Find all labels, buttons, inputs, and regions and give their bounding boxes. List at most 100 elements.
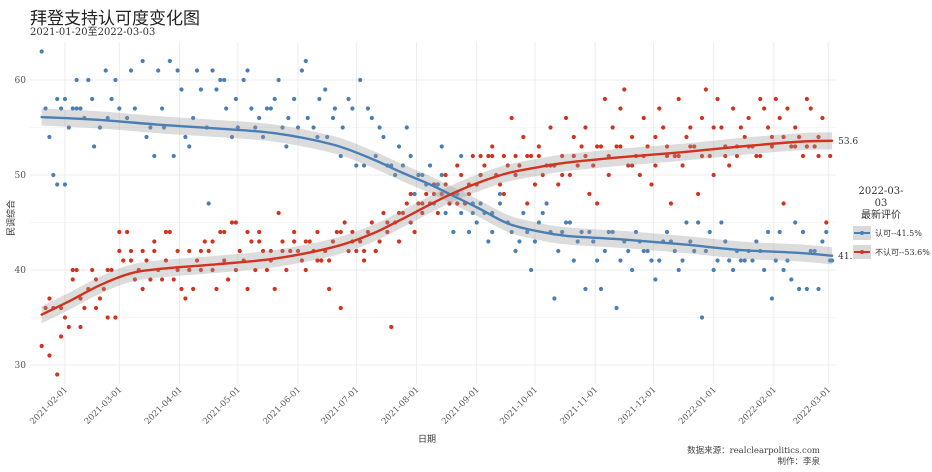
disapprove-point (284, 267, 289, 273)
approve-point (606, 229, 611, 235)
disapprove-point (459, 172, 464, 178)
disapprove-point (361, 248, 367, 254)
disapprove-point (509, 115, 514, 121)
disapprove-point (105, 267, 110, 273)
disapprove-point (117, 248, 122, 254)
approve-point (486, 239, 491, 244)
approve-point (206, 201, 211, 206)
approve-point (74, 77, 79, 83)
disapprove-point (610, 125, 615, 130)
disapprove-point (626, 163, 631, 168)
approve-point (645, 248, 650, 254)
approve-point (235, 125, 240, 130)
approve-point (544, 201, 549, 206)
disapprove-point (548, 125, 553, 130)
x-tick-label: 2021-03-01 (83, 385, 125, 427)
disapprove-point (637, 172, 642, 178)
approve-point (765, 229, 771, 235)
disapprove-point (233, 267, 238, 273)
disapprove-point (715, 96, 720, 102)
disapprove-point (595, 201, 600, 206)
approve-point (284, 144, 289, 149)
grid-lines (30, 42, 836, 384)
disapprove-point (369, 220, 374, 225)
approve-point (276, 77, 281, 83)
disapprove-point (117, 229, 122, 235)
approve-point (338, 153, 343, 159)
approve-point (575, 239, 580, 244)
x-tick-label: 2021-11-01 (559, 385, 601, 427)
disapprove-point (326, 286, 332, 292)
approve-point (459, 153, 464, 159)
approve-point (703, 248, 708, 254)
disapprove-point (82, 305, 87, 311)
disapprove-point (404, 201, 409, 206)
legend-title-text: 最新评价 (861, 210, 901, 221)
approve-point (140, 58, 145, 64)
disapprove-point (501, 191, 506, 197)
approve-point (653, 277, 658, 282)
disapprove-point (470, 153, 475, 159)
approve-point (633, 229, 639, 235)
approve-point (727, 258, 732, 263)
chart-title: 拜登支持认可度变化图 (30, 9, 200, 29)
legend-item-disapprove: 不认可--53.6% (853, 244, 930, 260)
disapprove-point (598, 144, 604, 149)
disapprove-point (385, 220, 390, 225)
disapprove-point (688, 125, 693, 130)
disapprove-point (93, 305, 99, 311)
disapprove-point (517, 163, 522, 168)
disapprove-point (583, 153, 588, 159)
disapprove-point (482, 163, 487, 168)
approve-point (295, 125, 301, 130)
x-tick-label: 2021-12-01 (617, 385, 659, 427)
approve-point (796, 286, 802, 292)
approve-point (509, 229, 514, 235)
approve-point (680, 258, 685, 263)
disapprove-point (39, 343, 44, 349)
source-credit: 数据来源：realclearpolitics.com 制作：李泉 (687, 446, 820, 468)
disapprove-point (478, 172, 483, 178)
legend: 2022-03-03 最新评价 认可--41.5% 不认可--53.6% (853, 186, 930, 260)
disapprove-point (583, 125, 588, 130)
approve-point (198, 87, 204, 92)
approve-point (91, 144, 97, 149)
disapprove-point (187, 248, 192, 254)
disapprove-point (292, 239, 297, 244)
disapprove-point (70, 267, 75, 273)
approve-point (62, 96, 68, 102)
disapprove-point (684, 134, 689, 140)
approve-point (125, 115, 130, 121)
disapprove-point (443, 182, 448, 187)
approve-point (563, 220, 569, 225)
approve-point (305, 115, 310, 121)
approve-point (97, 125, 103, 130)
disapprove-point (385, 229, 390, 235)
disapprove-point (121, 258, 126, 263)
disapprove-point (727, 163, 732, 168)
approve-point (459, 210, 464, 216)
approve-point (824, 229, 829, 235)
approve-point (62, 182, 68, 187)
disapprove-point (365, 229, 371, 235)
approve-point (699, 315, 705, 320)
approve-point (583, 286, 588, 292)
disapprove-point (816, 134, 821, 140)
disapprove-point (668, 201, 674, 206)
disapprove-point (567, 172, 573, 178)
disapprove-point (738, 125, 743, 130)
approve-point (156, 68, 161, 73)
disapprove-point (812, 144, 817, 149)
disapprove-point (70, 277, 75, 282)
approve-point (610, 229, 615, 235)
disapprove-point (381, 210, 386, 216)
disapprove-point (334, 229, 339, 235)
approve-point (340, 125, 345, 130)
approve-point (117, 106, 122, 111)
disapprove-point (575, 163, 580, 168)
disapprove-point (62, 315, 68, 320)
disapprove-point (730, 106, 736, 111)
disapprove-point (785, 106, 790, 111)
disapprove-point (781, 134, 786, 140)
approve-point (536, 220, 541, 225)
